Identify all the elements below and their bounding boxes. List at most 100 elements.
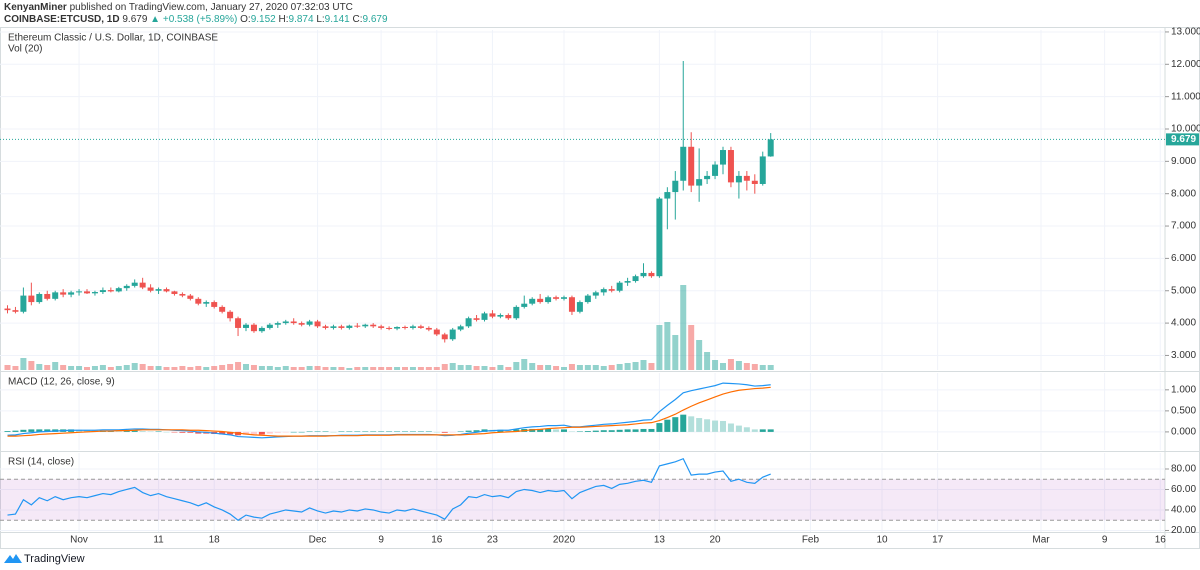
macd-histogram-bar [314,431,321,432]
macd-histogram-bar [227,431,234,435]
macd-histogram-bar [187,431,194,433]
candle-body [330,326,337,328]
indicator-line [7,457,771,521]
candle-body [712,164,719,176]
candle-body [402,326,408,328]
macd-histogram-bar [704,419,711,432]
volume-bar [513,362,520,370]
candle-body [282,321,289,324]
c-value: 9.679 [362,14,387,25]
volume-bar [12,366,19,370]
macd-histogram-bar [44,429,51,432]
y-tick-label: 11.000 [1171,91,1200,102]
candle-body [720,150,726,165]
candle-body [115,288,122,292]
volume-bar [449,363,456,370]
y-tick-label: 3.000 [1171,350,1196,361]
candle-body [243,324,249,328]
x-tick-label: 10 [876,535,888,546]
candle-body [624,281,631,283]
macd-histogram-bar [290,431,297,433]
y-tick-label: 8.000 [1171,188,1196,199]
macd-histogram-bar [425,431,432,432]
macd-histogram-bar [640,428,647,432]
macd-histogram-bar [513,429,520,432]
volume-bar [648,363,655,370]
volume-bar [330,367,337,370]
volume-bar [131,363,138,370]
candle-body [545,297,552,303]
volume-bar [99,365,106,370]
macd-histogram-bar [330,431,337,433]
candle-body [449,329,456,340]
candle-body [36,293,43,303]
candle-body [433,329,440,335]
y-tick-label: 40.00 [1171,505,1196,516]
candle-body [203,302,210,304]
volume-bar [171,367,178,370]
candle-body [425,327,432,330]
macd-histogram-bar [529,428,536,432]
volume-bar [354,367,361,370]
candle-body [123,285,130,289]
candle-body [147,287,154,291]
volume-bar [219,365,226,370]
volume-bar [767,365,774,370]
macd-histogram-bar [497,429,504,432]
macd-histogram-bar [195,431,202,434]
candle-body [576,302,583,312]
candle-body [473,318,480,320]
macd-histogram-bar [672,417,679,432]
macd-histogram-bar [648,428,655,432]
candle-body [592,292,599,296]
volume-bar [195,366,202,370]
volume-bar [386,367,393,370]
macd-histogram-bar [656,423,663,432]
volume-bar [235,362,242,370]
volume-bar [680,285,687,370]
candle-body [12,310,19,312]
macd-histogram-bar [561,429,567,432]
macd-histogram-bar [568,431,575,432]
volume-bar [346,368,353,370]
tradingview-logo: TradingView [4,553,85,565]
volume-bar [704,352,711,370]
candle-body [409,326,416,328]
x-tick-label: 17 [932,535,944,546]
volume-bar [60,365,67,370]
macd-histogram-bar [298,431,305,433]
macd-histogram-bar [727,423,734,432]
header-line: KenyanMiner published on TradingView.com… [4,2,353,13]
volume-bar [155,366,162,370]
candle-body [735,175,742,183]
candle-body [616,282,623,291]
macd-histogram-bar [219,431,226,435]
candle-body [131,282,138,286]
x-tick-label: 23 [487,535,499,546]
macd-histogram-bar [76,429,83,432]
candle-body [258,327,265,332]
candle-body [235,318,242,328]
candle-body [497,315,504,317]
candle-body [465,318,472,327]
volume-bar [743,363,750,370]
candle-body [378,326,385,328]
candle-body [767,139,774,157]
volume-bar [282,366,289,370]
y-tick-label: 13.000 [1171,27,1200,38]
macd-histogram-bar [131,430,138,432]
y-tick-label: 80.00 [1171,464,1196,475]
candle-body [211,302,218,307]
candle-body [386,327,393,329]
macd-histogram-bar [370,431,377,432]
macd-histogram-bar [735,425,742,432]
h-value: 9.874 [289,14,314,25]
volume-bar [616,364,623,370]
volume-bar [91,366,98,370]
candle-body [704,175,711,180]
candle-body [139,282,146,288]
macd-histogram-bar [632,429,639,432]
symbol-line: COINBASE:ETCUSD, 1D 9.679 ▲ +0.538 (+5.8… [4,14,388,25]
candle-body [529,298,536,304]
